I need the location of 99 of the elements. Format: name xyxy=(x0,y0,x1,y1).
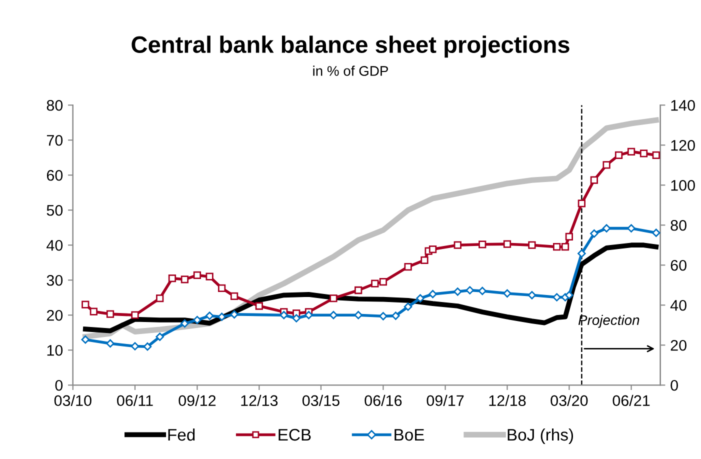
point xyxy=(168,274,176,282)
point xyxy=(90,308,98,316)
point xyxy=(404,262,412,271)
y2-tick-label: 80 xyxy=(670,220,686,231)
x-tick-label: 06/21 xyxy=(612,394,650,406)
point xyxy=(82,300,90,308)
x-tick-label: 06/16 xyxy=(364,394,402,406)
point xyxy=(106,310,114,318)
point xyxy=(206,272,214,280)
point xyxy=(420,256,428,264)
point xyxy=(180,276,189,284)
y-tick-label: 20 xyxy=(46,310,63,321)
point xyxy=(404,302,412,311)
point xyxy=(330,294,338,302)
point xyxy=(143,342,152,351)
y-tick-label: 10 xyxy=(47,344,63,356)
point xyxy=(81,335,90,344)
point xyxy=(652,151,660,159)
point xyxy=(280,310,288,320)
point xyxy=(503,240,512,248)
point xyxy=(553,243,561,251)
y2-tick-label: 40 xyxy=(670,300,686,311)
point xyxy=(218,284,226,292)
point xyxy=(565,232,574,241)
point xyxy=(230,310,238,319)
point xyxy=(156,332,164,341)
point xyxy=(590,229,598,238)
legend-label: BoJ (rhs) xyxy=(508,428,574,444)
y2-tick-label: 20 xyxy=(670,340,686,351)
legend-label: ECB xyxy=(278,428,311,441)
y2-tick-label: 140 xyxy=(671,100,695,111)
point xyxy=(565,291,574,300)
point xyxy=(131,311,139,319)
point xyxy=(602,161,610,169)
point xyxy=(205,312,214,320)
point xyxy=(180,319,189,328)
point xyxy=(478,240,486,248)
y-tick-label: 50 xyxy=(46,204,63,216)
point xyxy=(454,288,462,296)
point xyxy=(193,316,202,324)
point xyxy=(652,228,660,237)
point xyxy=(614,151,623,159)
point xyxy=(428,290,437,298)
point xyxy=(379,312,388,320)
point xyxy=(561,243,570,251)
legend-label: Fed xyxy=(168,428,195,441)
point xyxy=(379,278,388,286)
x-tick-label: 03/15 xyxy=(302,394,340,406)
point xyxy=(371,280,379,288)
y-tick-label: 0 xyxy=(55,380,63,391)
y2-tick-label: 60 xyxy=(670,260,686,271)
point xyxy=(156,294,164,302)
point xyxy=(329,310,338,320)
point xyxy=(354,310,362,320)
point xyxy=(255,302,263,310)
y-tick-label: 40 xyxy=(46,240,63,251)
point xyxy=(503,289,512,298)
y-tick-label: 70 xyxy=(46,134,63,146)
x-tick-label: 12/13 xyxy=(241,394,278,406)
point xyxy=(528,291,536,300)
y2-tick-label: 0 xyxy=(670,380,678,391)
point xyxy=(454,241,462,249)
y2-tick-label: 100 xyxy=(671,180,695,191)
x-tick-label: 06/11 xyxy=(117,394,153,406)
x-tick-label: 12/18 xyxy=(489,394,526,406)
y2-tick-label: 120 xyxy=(671,140,695,151)
point xyxy=(416,294,424,302)
point xyxy=(528,241,536,249)
point xyxy=(130,342,140,350)
y-tick-label: 60 xyxy=(46,170,63,181)
point xyxy=(193,271,202,280)
point xyxy=(354,286,362,294)
x-tick-label: 03/20 xyxy=(550,394,588,406)
x-tick-label: 03/10 xyxy=(54,394,92,406)
chart-subtitle: in % of GDP xyxy=(313,66,388,76)
point xyxy=(428,245,437,254)
point xyxy=(578,249,586,258)
y-tick-label: 80 xyxy=(46,100,63,111)
point xyxy=(478,286,487,296)
point xyxy=(292,314,301,322)
legend-label: BoE xyxy=(394,429,424,441)
x-tick-label: 09/12 xyxy=(178,394,216,406)
point xyxy=(627,148,636,156)
point xyxy=(466,286,474,294)
y-tick-label: 30 xyxy=(46,274,63,286)
annotation: Projection xyxy=(578,314,640,328)
point xyxy=(106,339,114,348)
point xyxy=(304,310,313,320)
point xyxy=(218,312,226,321)
point xyxy=(602,224,611,232)
point xyxy=(578,200,586,208)
point xyxy=(640,150,648,158)
point xyxy=(552,293,561,302)
point xyxy=(590,176,598,184)
chart-title: Central bank balance sheet projections xyxy=(132,36,570,58)
point xyxy=(392,312,400,320)
x-tick-label: 09/17 xyxy=(426,394,464,406)
point xyxy=(627,224,636,232)
point xyxy=(230,292,238,300)
